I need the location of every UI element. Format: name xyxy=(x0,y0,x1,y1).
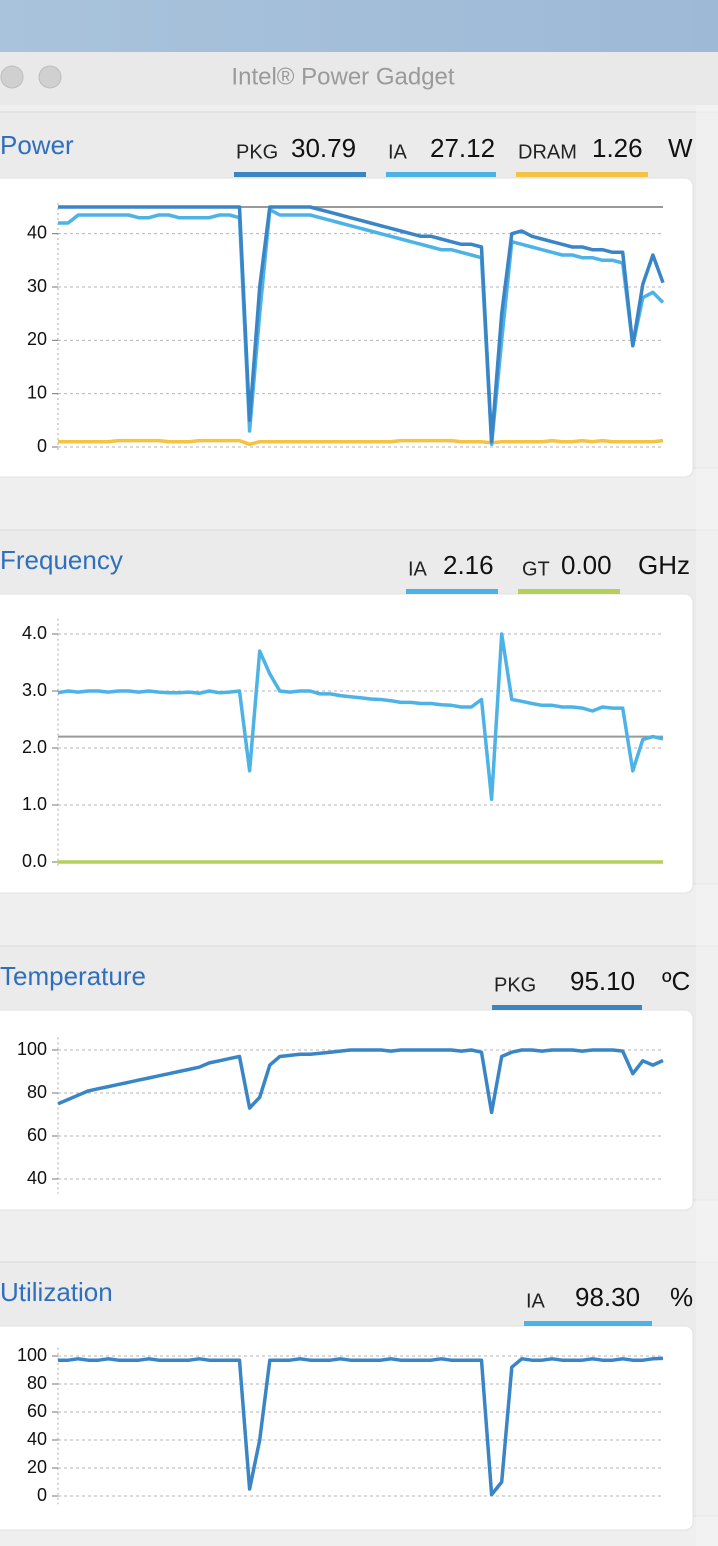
y-tick-label: 0 xyxy=(37,1485,47,1505)
readout-name: GT xyxy=(522,558,550,580)
window-edge-shade xyxy=(696,105,718,1546)
readout-bar xyxy=(234,172,366,177)
readout-name: PKG xyxy=(494,974,536,996)
chart-box xyxy=(0,593,694,894)
readout-name: IA xyxy=(388,141,408,163)
readout-value: 98.30 xyxy=(575,1282,640,1312)
desktop-background xyxy=(0,0,718,54)
y-tick-label: 60 xyxy=(27,1401,47,1421)
y-tick-label: 10 xyxy=(27,382,47,402)
y-tick-label: 30 xyxy=(27,276,47,296)
readout-bar xyxy=(516,172,648,177)
series-line xyxy=(58,205,665,444)
window-title: Intel® Power Gadget xyxy=(231,63,454,90)
y-tick-label: 60 xyxy=(27,1125,47,1145)
minimize-button[interactable] xyxy=(38,65,62,89)
readout-value: 1.26 xyxy=(592,133,643,163)
y-tick-label: 80 xyxy=(27,1373,47,1393)
title-bar xyxy=(0,52,718,105)
section-title: Utilization xyxy=(0,1277,113,1307)
y-tick-label: 0 xyxy=(37,436,47,456)
y-tick-label: 80 xyxy=(27,1082,47,1102)
y-tick-label: 20 xyxy=(27,329,47,349)
y-tick-label: 40 xyxy=(27,1168,47,1188)
y-tick-label: 0.0 xyxy=(22,851,47,871)
y-tick-label: 20 xyxy=(27,1457,47,1477)
readout-value: 0.00 xyxy=(561,550,612,580)
y-tick-label: 40 xyxy=(27,1429,47,1449)
readout-unit: ºC xyxy=(662,966,690,996)
readout-bar xyxy=(524,1321,652,1326)
series-line xyxy=(58,207,665,447)
y-tick-label: 40 xyxy=(27,222,47,242)
readout-unit: W xyxy=(668,133,693,163)
series-line xyxy=(57,1048,664,1115)
readout-value: 95.10 xyxy=(570,966,635,996)
y-tick-label: 1.0 xyxy=(22,794,47,814)
readout-bar xyxy=(386,172,496,177)
section-title: Frequency xyxy=(0,545,123,575)
readout-unit: % xyxy=(670,1282,693,1312)
y-tick-label: 100 xyxy=(17,1039,47,1059)
readout-bar xyxy=(518,589,620,594)
readout-value: 2.16 xyxy=(443,550,494,580)
chart-box xyxy=(0,1325,694,1531)
readout-value: 30.79 xyxy=(291,133,356,163)
y-tick-label: 3.0 xyxy=(22,680,47,700)
y-tick-label: 4.0 xyxy=(22,623,47,643)
chart-box xyxy=(0,177,694,478)
section-title: Temperature xyxy=(0,961,146,991)
charts: Power PKG 30.79 IA 27.12 DRAM 1.26 W 0 10 20 30 40 Fr… xyxy=(0,105,718,1546)
readout-bar xyxy=(406,589,498,594)
readout-name: PKG xyxy=(236,141,278,163)
readout-unit: GHz xyxy=(638,550,690,580)
readout-name: IA xyxy=(408,558,428,580)
readout-bar xyxy=(492,1005,642,1010)
readout-value: 27.12 xyxy=(430,133,495,163)
chart-box xyxy=(0,1009,694,1211)
series-line xyxy=(58,438,664,447)
y-tick-label: 2.0 xyxy=(22,737,47,757)
readout-name: IA xyxy=(526,1290,546,1312)
section-title: Power xyxy=(0,130,74,160)
close-button[interactable] xyxy=(0,65,24,89)
series-line xyxy=(58,1356,664,1497)
y-tick-label: 100 xyxy=(17,1345,47,1365)
readout-name: DRAM xyxy=(518,141,577,163)
series-line xyxy=(57,632,664,802)
